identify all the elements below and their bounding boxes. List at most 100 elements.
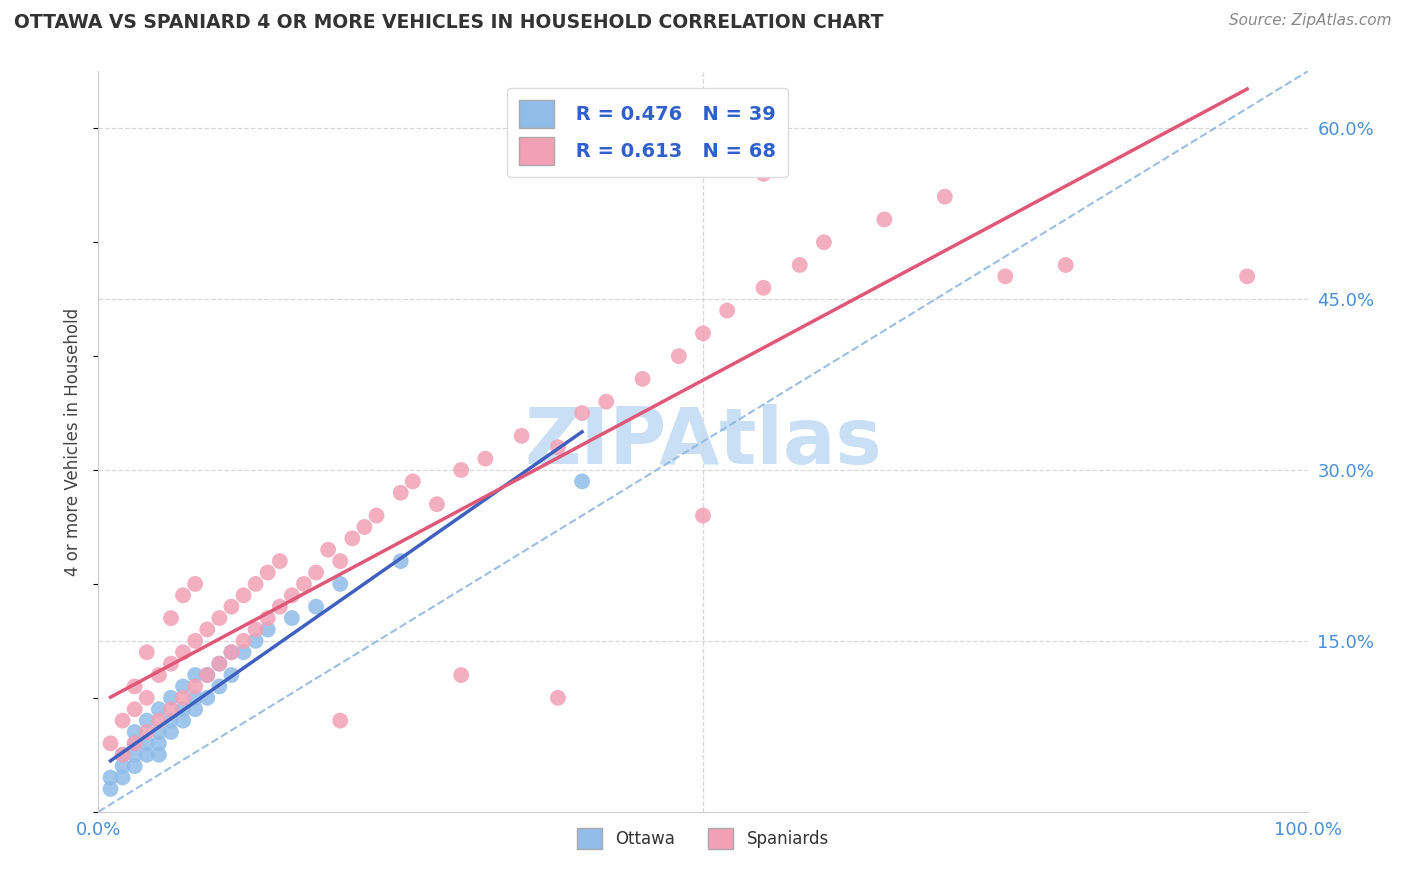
Point	[994, 269, 1017, 284]
Point	[208, 680, 231, 694]
Point	[256, 566, 278, 580]
Point	[172, 714, 194, 728]
Point	[221, 645, 243, 659]
Point	[232, 645, 254, 659]
Point	[208, 611, 231, 625]
Point	[245, 633, 267, 648]
Point	[389, 485, 412, 500]
Point	[124, 680, 146, 694]
Point	[160, 690, 183, 705]
Point	[184, 680, 207, 694]
Point	[124, 747, 146, 762]
Point	[100, 781, 122, 796]
Point	[148, 736, 170, 750]
Point	[305, 566, 328, 580]
Point	[316, 542, 339, 557]
Point	[148, 702, 170, 716]
Point	[269, 554, 291, 568]
Point	[111, 714, 134, 728]
Point	[184, 633, 207, 648]
Point	[111, 759, 134, 773]
Y-axis label: 4 or more Vehicles in Household: 4 or more Vehicles in Household	[65, 308, 83, 575]
Point	[160, 611, 183, 625]
Point	[256, 611, 278, 625]
Point	[160, 657, 183, 671]
Point	[172, 702, 194, 716]
Point	[124, 736, 146, 750]
Point	[100, 771, 122, 785]
Point	[232, 588, 254, 602]
Point	[450, 463, 472, 477]
Point	[934, 189, 956, 203]
Point	[172, 690, 194, 705]
Text: ZIPAtlas: ZIPAtlas	[524, 403, 882, 480]
Point	[716, 303, 738, 318]
Point	[172, 645, 194, 659]
Point	[124, 725, 146, 739]
Point	[208, 657, 231, 671]
Point	[752, 167, 775, 181]
Point	[160, 714, 183, 728]
Point	[221, 668, 243, 682]
Point	[450, 668, 472, 682]
Point	[752, 281, 775, 295]
Point	[474, 451, 496, 466]
Point	[813, 235, 835, 250]
Point	[160, 702, 183, 716]
Point	[692, 326, 714, 341]
Point	[221, 599, 243, 614]
Point	[148, 747, 170, 762]
Point	[256, 623, 278, 637]
Point	[184, 668, 207, 682]
Point	[281, 588, 304, 602]
Point	[100, 736, 122, 750]
Point	[873, 212, 896, 227]
Point	[595, 394, 617, 409]
Point	[135, 725, 157, 739]
Point	[221, 645, 243, 659]
Point	[135, 690, 157, 705]
Point	[124, 736, 146, 750]
Point	[547, 440, 569, 454]
Point	[135, 747, 157, 762]
Point	[789, 258, 811, 272]
Point	[281, 611, 304, 625]
Point	[269, 599, 291, 614]
Point	[631, 372, 654, 386]
Point	[329, 714, 352, 728]
Point	[172, 680, 194, 694]
Point	[208, 657, 231, 671]
Point	[172, 588, 194, 602]
Point	[366, 508, 388, 523]
Point	[245, 577, 267, 591]
Point	[305, 599, 328, 614]
Point	[571, 475, 593, 489]
Point	[124, 702, 146, 716]
Point	[135, 645, 157, 659]
Point	[402, 475, 425, 489]
Point	[342, 532, 364, 546]
Point	[195, 668, 218, 682]
Point	[111, 771, 134, 785]
Point	[195, 690, 218, 705]
Point	[510, 429, 533, 443]
Point	[329, 554, 352, 568]
Point	[184, 577, 207, 591]
Point	[135, 714, 157, 728]
Point	[111, 747, 134, 762]
Point	[329, 577, 352, 591]
Point	[148, 714, 170, 728]
Point	[195, 668, 218, 682]
Point	[1236, 269, 1258, 284]
Point	[426, 497, 449, 511]
Point	[160, 725, 183, 739]
Point	[184, 690, 207, 705]
Point	[353, 520, 375, 534]
Point	[135, 736, 157, 750]
Point	[195, 623, 218, 637]
Point	[668, 349, 690, 363]
Point	[148, 725, 170, 739]
Point	[124, 759, 146, 773]
Legend: Ottawa, Spaniards: Ottawa, Spaniards	[571, 822, 835, 855]
Point	[292, 577, 315, 591]
